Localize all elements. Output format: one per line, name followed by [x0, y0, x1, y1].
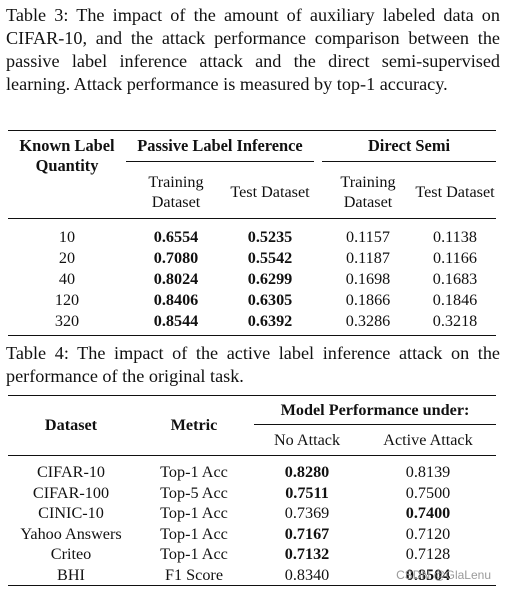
no-attack-cell: 0.8280 — [284, 463, 330, 481]
col-known-label-quantity: Known Label Quantity — [19, 136, 115, 175]
active-attack-cell: 0.7128 — [405, 545, 451, 563]
group-passive-label-inference: Passive Label Inference — [126, 130, 314, 162]
metric-cell: F1 Score — [165, 565, 223, 584]
dataset-cell: Yahoo Answers — [20, 524, 122, 543]
direct-test-cell: 0.1846 — [432, 291, 478, 309]
active-attack-cell: 0.7400 — [405, 504, 451, 522]
sub-active-attack: Active Attack — [383, 430, 473, 449]
table-row: 20 0.7080 0.5542 0.1187 0.1166 — [8, 248, 496, 269]
table-row: Yahoo Answers Top-1 Acc 0.7167 0.7120 — [8, 524, 496, 545]
no-attack-cell: 0.7369 — [284, 504, 330, 522]
sub-passive-test: Test Dataset — [230, 183, 310, 201]
passive-test-cell: 0.6392 — [247, 312, 293, 330]
known-label-quantity-cell: 320 — [54, 312, 80, 330]
direct-training-cell: 0.3286 — [345, 312, 391, 330]
passive-test-cell: 0.5542 — [247, 249, 293, 267]
known-label-quantity-cell: 40 — [58, 270, 76, 288]
metric-cell: Top-5 Acc — [160, 483, 228, 502]
table-row: CIFAR-100 Top-5 Acc 0.7511 0.7500 — [8, 483, 496, 504]
table-row: CIFAR-10 Top-1 Acc 0.8280 0.8139 — [8, 456, 496, 483]
direct-training-cell: 0.1698 — [345, 270, 391, 288]
table-row: BHI F1 Score 0.8340 0.8504 — [8, 565, 496, 586]
direct-test-cell: 0.1166 — [433, 249, 477, 267]
passive-test-cell: 0.6299 — [247, 270, 293, 288]
metric-cell: Top-1 Acc — [160, 463, 228, 481]
table-row: CINIC-10 Top-1 Acc 0.7369 0.7400 — [8, 503, 496, 524]
col-metric: Metric — [170, 416, 218, 434]
passive-training-cell: 0.6554 — [153, 228, 199, 246]
dataset-cell: BHI — [57, 565, 85, 584]
dataset-cell: CIFAR-100 — [32, 483, 110, 502]
active-attack-cell: 0.7500 — [405, 483, 451, 502]
direct-test-cell: 0.3218 — [432, 312, 478, 330]
no-attack-cell: 0.8340 — [284, 565, 330, 584]
table-row: Criteo Top-1 Acc 0.7132 0.7128 — [8, 544, 496, 565]
passive-test-cell: 0.5235 — [247, 228, 293, 246]
dataset-cell: CIFAR-10 — [36, 463, 106, 481]
no-attack-cell: 0.7132 — [284, 545, 330, 563]
col-dataset: Dataset — [44, 416, 98, 434]
sub-no-attack: No Attack — [273, 430, 341, 449]
metric-cell: Top-1 Acc — [160, 524, 228, 543]
direct-test-cell: 0.1683 — [432, 270, 478, 288]
metric-cell: Top-1 Acc — [160, 545, 228, 563]
table3-caption: Table 3: The impact of the amount of aux… — [6, 5, 500, 94]
known-label-quantity-cell: 20 — [58, 249, 76, 267]
known-label-quantity-cell: 120 — [54, 291, 80, 309]
sub-passive-training: Training Dataset — [148, 173, 204, 211]
table3: Known Label Quantity Passive Label Infer… — [8, 130, 496, 336]
watermark: CSDN @GlaLenu — [396, 568, 491, 582]
table-row: 320 0.8544 0.6392 0.3286 0.3218 — [8, 311, 496, 336]
direct-training-cell: 0.1187 — [346, 249, 390, 267]
sub-direct-training: Training Dataset — [340, 173, 396, 211]
dataset-cell: Criteo — [50, 545, 92, 563]
table4-caption: Table 4: The impact of the active label … — [6, 343, 500, 386]
active-attack-cell: 0.8504 — [405, 565, 451, 584]
direct-test-cell: 0.1138 — [433, 228, 477, 246]
passive-training-cell: 0.7080 — [153, 249, 199, 267]
group-model-performance: Model Performance under: — [254, 395, 496, 425]
active-attack-cell: 0.7120 — [405, 524, 451, 543]
passive-test-cell: 0.6305 — [247, 291, 293, 309]
dataset-cell: CINIC-10 — [38, 504, 104, 522]
no-attack-cell: 0.7167 — [284, 524, 330, 543]
direct-training-cell: 0.1157 — [346, 228, 390, 246]
direct-training-cell: 0.1866 — [345, 291, 391, 309]
table-row: 10 0.6554 0.5235 0.1157 0.1138 — [8, 219, 496, 249]
active-attack-cell: 0.8139 — [405, 463, 451, 481]
table-row: 40 0.8024 0.6299 0.1698 0.1683 — [8, 269, 496, 290]
table-row: 120 0.8406 0.6305 0.1866 0.1846 — [8, 290, 496, 311]
no-attack-cell: 0.7511 — [285, 483, 329, 502]
group-direct-semi: Direct Semi — [322, 130, 496, 162]
passive-training-cell: 0.8544 — [153, 312, 199, 330]
sub-direct-test: Test Dataset — [415, 183, 495, 201]
metric-cell: Top-1 Acc — [160, 504, 228, 522]
known-label-quantity-cell: 10 — [58, 228, 76, 246]
table4: Dataset Metric Model Performance under: … — [8, 395, 496, 586]
passive-training-cell: 0.8406 — [153, 291, 199, 309]
passive-training-cell: 0.8024 — [153, 270, 199, 288]
